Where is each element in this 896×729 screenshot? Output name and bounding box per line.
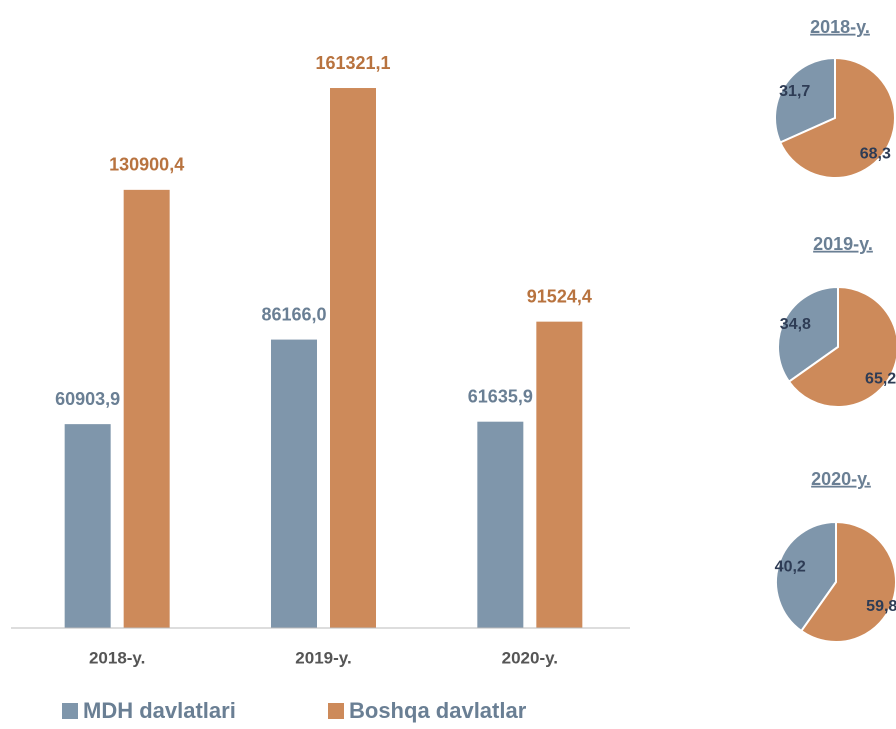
bar xyxy=(330,88,376,628)
legend-label: Boshqa davlatlar xyxy=(349,698,527,723)
bar xyxy=(271,339,317,628)
pie-slice xyxy=(778,56,896,179)
pie-label: 34,8 xyxy=(780,316,811,333)
data-label: 161321,1 xyxy=(315,53,390,73)
bar xyxy=(64,424,111,628)
data-label: 130900,4 xyxy=(109,155,184,175)
pie-slice xyxy=(775,520,837,633)
pie-label: 31,7 xyxy=(779,83,810,100)
pie-title: 2018-y. xyxy=(810,17,870,37)
legend-swatch xyxy=(62,703,78,719)
x-tick-label: 2020-y. xyxy=(502,648,558,667)
pie-label: 65,2 xyxy=(865,370,896,387)
bar xyxy=(477,421,524,628)
pie-slice xyxy=(787,285,896,408)
pie-label: 59,8 xyxy=(866,598,896,615)
pie-label: 40,2 xyxy=(775,559,806,576)
pie-title: 2020-y. xyxy=(811,469,871,489)
data-label: 86166,0 xyxy=(261,304,326,324)
x-tick-label: 2018-y. xyxy=(89,648,145,667)
pie-slice xyxy=(777,285,839,384)
data-label: 60903,9 xyxy=(55,389,120,409)
pie-slice xyxy=(799,520,896,643)
pie-title: 2019-y. xyxy=(813,234,873,254)
x-tick-label: 2019-y. xyxy=(295,648,351,667)
pie-slice xyxy=(774,56,836,144)
data-label: 61635,9 xyxy=(468,386,533,406)
legend-swatch xyxy=(328,703,344,719)
legend-label: MDH davlatlari xyxy=(83,698,236,723)
pie-label: 68,3 xyxy=(860,145,891,162)
data-label: 91524,4 xyxy=(527,286,592,306)
bar xyxy=(536,321,583,628)
bar xyxy=(123,189,170,628)
